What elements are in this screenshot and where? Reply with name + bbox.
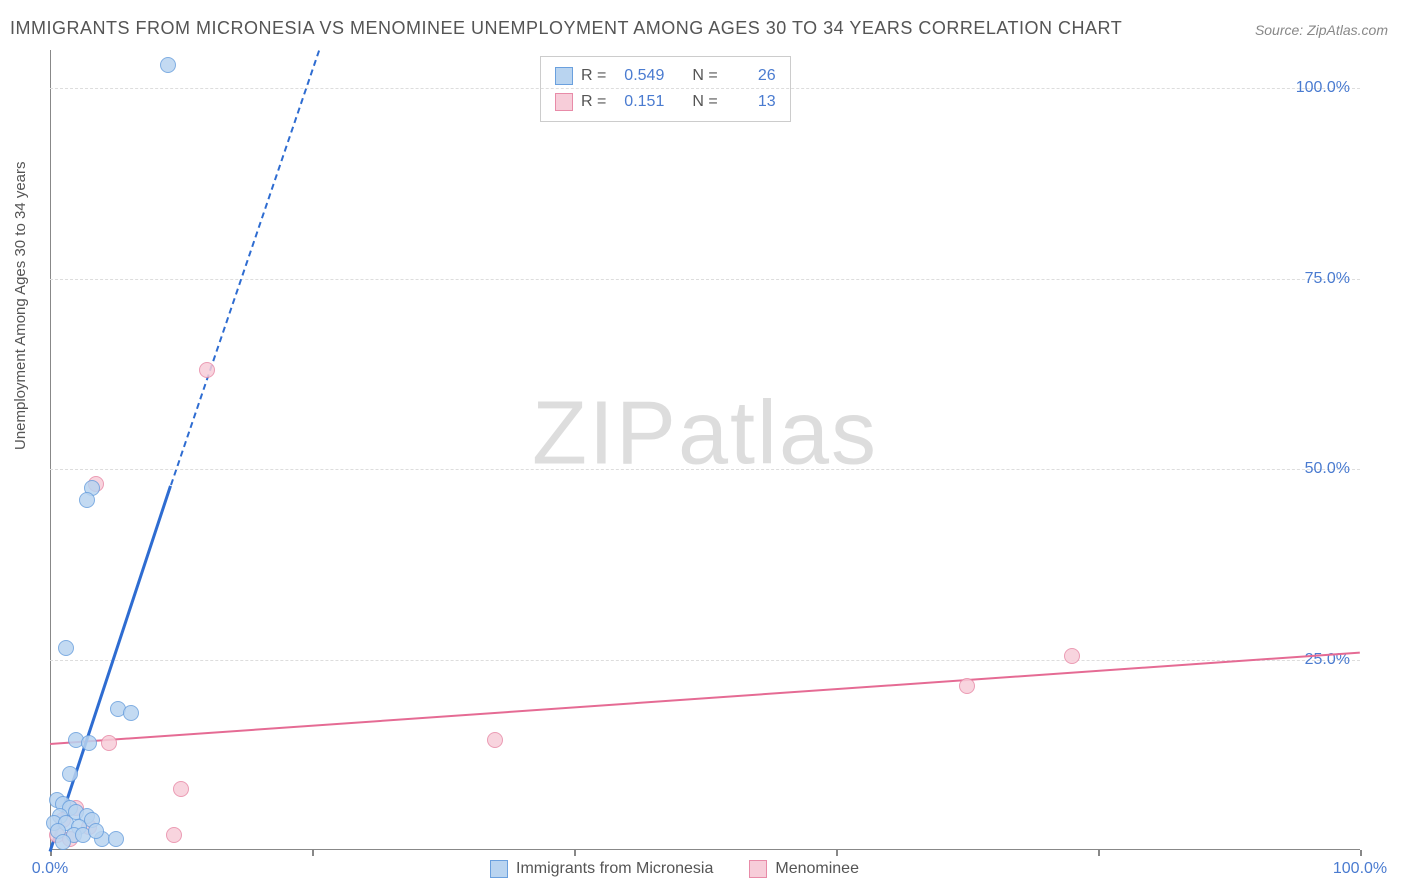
- x-tick: [574, 850, 576, 856]
- data-point: [81, 735, 97, 751]
- x-tick-label: 0.0%: [32, 860, 68, 878]
- trend-line: [170, 51, 320, 486]
- y-axis-label: Unemployment Among Ages 30 to 34 years: [12, 161, 29, 450]
- gridline: [50, 660, 1360, 661]
- data-point: [123, 705, 139, 721]
- y-axis: [50, 50, 51, 850]
- stats-row-b: R = 0.151 N = 13: [555, 89, 776, 115]
- data-point: [199, 362, 215, 378]
- r-value: 0.549: [614, 67, 664, 85]
- data-point: [487, 732, 503, 748]
- x-axis: [50, 849, 1360, 850]
- n-label: N =: [692, 93, 717, 111]
- legend-item-a: Immigrants from Micronesia: [490, 860, 713, 878]
- gridline: [50, 469, 1360, 470]
- source-label: Source: ZipAtlas.com: [1255, 22, 1388, 38]
- x-tick: [836, 850, 838, 856]
- swatch-b-icon: [749, 860, 767, 878]
- gridline: [50, 279, 1360, 280]
- y-tick-label: 50.0%: [1305, 460, 1350, 478]
- data-point: [959, 678, 975, 694]
- r-label: R =: [581, 93, 606, 111]
- x-tick: [312, 850, 314, 856]
- gridline: [50, 88, 1360, 89]
- n-value: 13: [726, 93, 776, 111]
- data-point: [166, 827, 182, 843]
- trend-line: [50, 652, 1360, 745]
- r-label: R =: [581, 67, 606, 85]
- swatch-a-icon: [490, 860, 508, 878]
- legend-label: Menominee: [775, 860, 859, 878]
- watermark: ZIPatlas: [532, 383, 878, 486]
- y-tick-label: 100.0%: [1296, 79, 1350, 97]
- x-tick: [1098, 850, 1100, 856]
- n-value: 26: [726, 67, 776, 85]
- n-label: N =: [692, 67, 717, 85]
- data-point: [55, 834, 71, 850]
- swatch-a-icon: [555, 67, 573, 85]
- legend-item-b: Menominee: [749, 860, 859, 878]
- data-point: [160, 57, 176, 73]
- legend-label: Immigrants from Micronesia: [516, 860, 713, 878]
- swatch-b-icon: [555, 93, 573, 111]
- data-point: [88, 823, 104, 839]
- data-point: [58, 640, 74, 656]
- x-tick-label: 100.0%: [1333, 860, 1387, 878]
- plot-area: ZIPatlas R = 0.549 N = 26 R = 0.151 N = …: [50, 50, 1360, 850]
- data-point: [79, 492, 95, 508]
- data-point: [1064, 648, 1080, 664]
- data-point: [101, 735, 117, 751]
- series-legend: Immigrants from Micronesia Menominee: [490, 860, 859, 878]
- r-value: 0.151: [614, 93, 664, 111]
- data-point: [108, 831, 124, 847]
- data-point: [173, 781, 189, 797]
- chart-title: IMMIGRANTS FROM MICRONESIA VS MENOMINEE …: [10, 18, 1122, 39]
- stats-row-a: R = 0.549 N = 26: [555, 63, 776, 89]
- y-tick-label: 75.0%: [1305, 270, 1350, 288]
- data-point: [62, 766, 78, 782]
- x-tick: [1360, 850, 1362, 856]
